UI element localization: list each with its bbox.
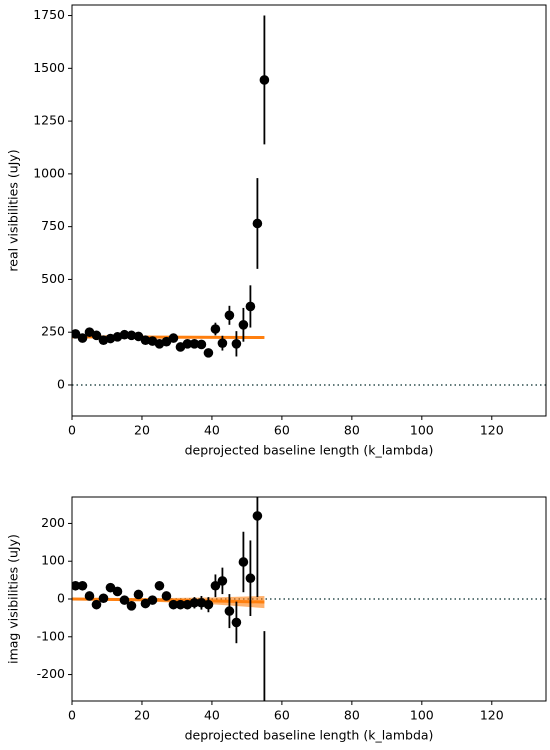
- data-point: [147, 595, 158, 605]
- data-point: [154, 580, 165, 591]
- data-point: [182, 339, 193, 349]
- x-tick-label: 100: [410, 423, 434, 438]
- data-point: [77, 333, 88, 343]
- y-tick-label: 250: [41, 324, 65, 339]
- plot-area: [72, 15, 546, 386]
- data-point: [210, 324, 221, 334]
- y-tick-label: 1250: [33, 113, 65, 128]
- x-tick-label: 40: [204, 708, 220, 723]
- x-tick-label: 40: [204, 423, 220, 438]
- axes-frame: [71, 4, 547, 417]
- x-tick-label: 100: [410, 708, 434, 723]
- data-point: [224, 606, 235, 616]
- x-tick-label: 120: [480, 708, 504, 723]
- y-axis-label: real visibilities (uJy): [6, 149, 21, 271]
- y-axis-label: imag visibilities (uJy): [6, 534, 21, 664]
- y-tick-label: 1750: [33, 7, 65, 22]
- data-point: [238, 557, 249, 567]
- y-tick-label: 1500: [33, 60, 65, 75]
- data-point: [77, 580, 88, 591]
- x-tick-label: 60: [274, 423, 290, 438]
- data-point: [231, 617, 242, 628]
- data-point: [203, 348, 214, 358]
- data-point: [245, 573, 256, 584]
- y-tick-label: 0: [57, 591, 65, 606]
- x-tick-label: 120: [480, 423, 504, 438]
- data-point: [196, 339, 207, 350]
- data-point: [175, 599, 186, 610]
- data-point: [210, 580, 221, 591]
- data-point: [231, 339, 242, 349]
- y-tick-label: 0: [57, 376, 65, 391]
- data-point: [119, 595, 130, 605]
- y-tick-label: 100: [41, 553, 65, 568]
- y-tick-label: 750: [41, 218, 65, 233]
- x-axis-label: deprojected baseline length (k_lambda): [185, 728, 434, 743]
- x-tick-label: 80: [344, 423, 360, 438]
- data-point: [161, 591, 172, 601]
- data-point: [133, 331, 144, 342]
- data-point: [238, 320, 249, 330]
- y-tick-label: 1000: [33, 165, 65, 180]
- x-axis-label: deprojected baseline length (k_lambda): [185, 443, 434, 458]
- y-tick-label: 500: [41, 271, 65, 286]
- data-point: [252, 218, 263, 229]
- data-point: [98, 593, 109, 604]
- data-point: [189, 597, 200, 608]
- data-point: [140, 335, 151, 346]
- data-point: [126, 601, 137, 611]
- x-tick-label: 20: [134, 708, 150, 723]
- data-point: [189, 339, 200, 349]
- x-tick-label: 0: [68, 423, 76, 438]
- data-point: [84, 591, 95, 601]
- data-point: [245, 301, 256, 312]
- data-point: [224, 310, 235, 321]
- data-point: [217, 338, 228, 348]
- y-tick-label: -200: [37, 666, 65, 681]
- data-point: [259, 75, 270, 85]
- data-point: [133, 589, 144, 600]
- data-point: [203, 599, 214, 610]
- data-point: [91, 599, 102, 610]
- data-point: [112, 586, 123, 597]
- x-tick-label: 80: [344, 708, 360, 723]
- data-point: [252, 511, 263, 521]
- data-point: [72, 580, 81, 591]
- data-point: [217, 576, 228, 586]
- plot-area: [72, 497, 546, 701]
- y-tick-label: -100: [37, 628, 65, 643]
- x-tick-label: 0: [68, 708, 76, 723]
- data-point: [91, 330, 102, 341]
- x-tick-label: 60: [274, 708, 290, 723]
- x-tick-label: 20: [134, 423, 150, 438]
- y-tick-label: 200: [41, 515, 65, 530]
- data-point: [119, 329, 130, 340]
- data-point: [168, 599, 179, 610]
- data-point: [168, 333, 179, 343]
